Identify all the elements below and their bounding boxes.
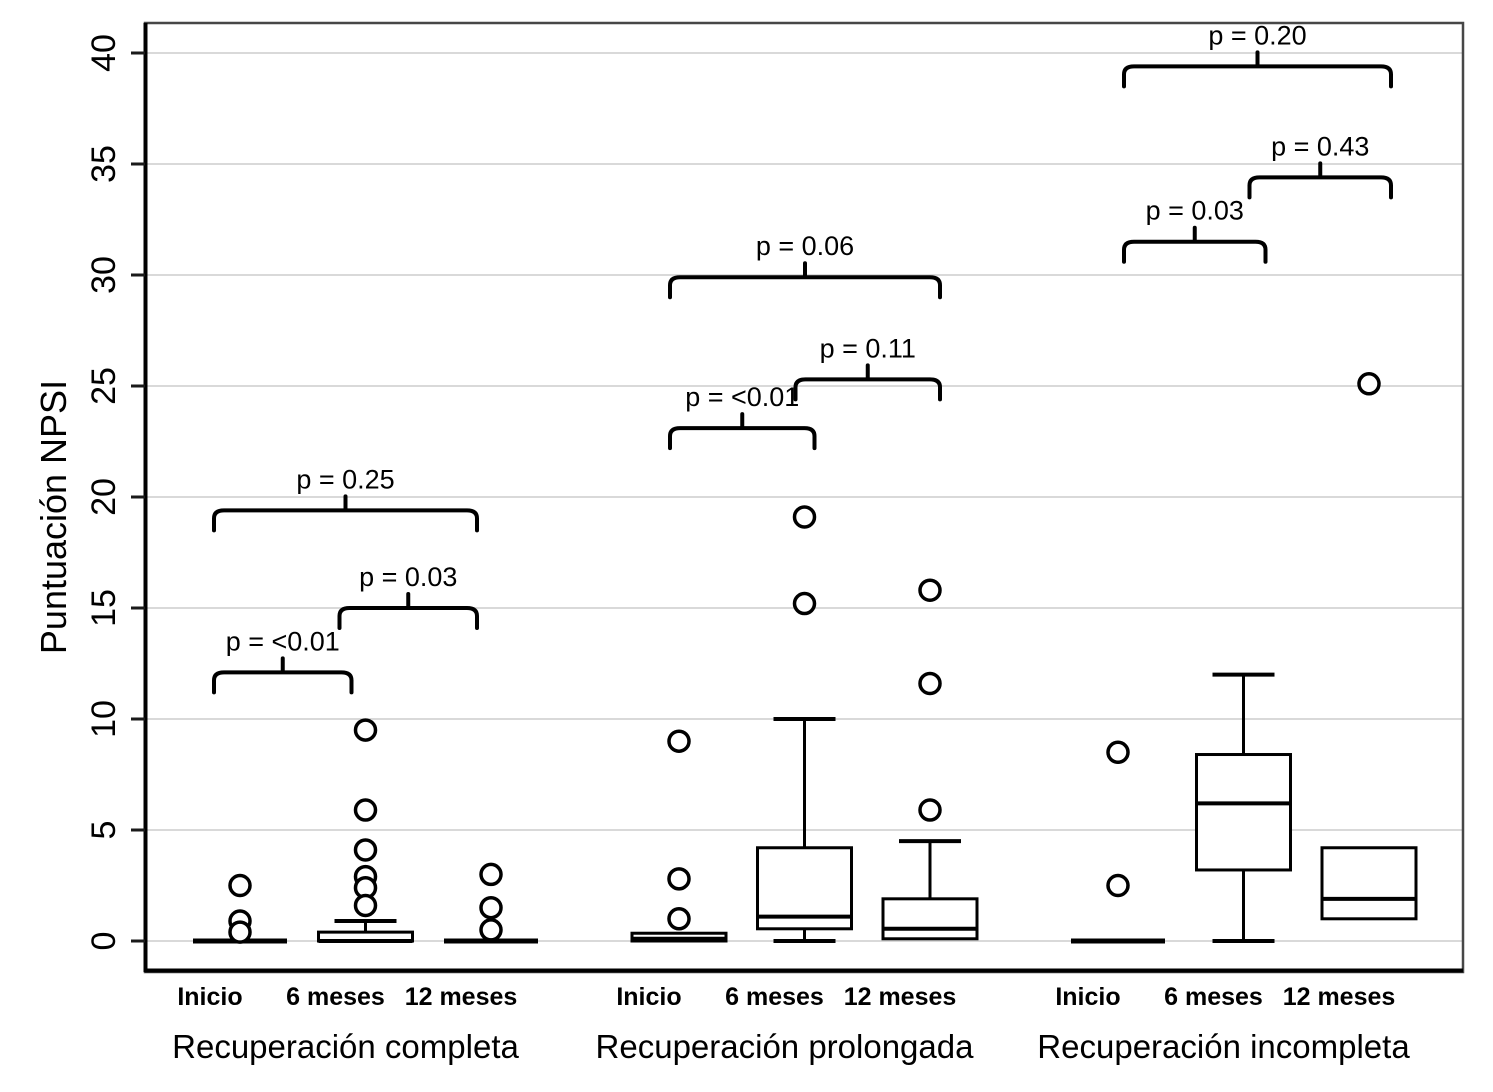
annotations-layer: p = <0.01 p = 0.03 p = 0.25 p = <0.01 p = 0.… (212, 20, 1393, 695)
p-value-label: p = 0.43 (1271, 131, 1369, 161)
outlier-point (1357, 372, 1381, 396)
y-tick-label: 35 (85, 145, 123, 183)
y-tick-label: 25 (85, 367, 123, 405)
outlier-point (667, 867, 691, 891)
y-tick-label: 0 (85, 932, 123, 951)
boxplot-3-3 (1320, 372, 1418, 921)
significance-bracket (1122, 225, 1268, 264)
outlier-point (479, 895, 503, 920)
boxplot-1-3 (444, 862, 538, 944)
significance-bracket (1247, 161, 1393, 200)
outlier-point (1106, 873, 1130, 898)
outlier-point (667, 907, 691, 931)
boxes-layer (193, 372, 1418, 944)
box (881, 897, 979, 941)
outlier-point (228, 873, 252, 898)
time-axis-label: 6 meses (725, 983, 824, 1011)
significance-bracket (337, 592, 479, 630)
y-tick-label: 40 (85, 34, 123, 72)
boxplot-2-3 (881, 578, 979, 941)
significance-bracket (1122, 50, 1393, 89)
y-tick-label: 20 (85, 478, 123, 516)
significance-bracket (793, 363, 942, 402)
p-value-label: p = <0.01 (685, 382, 799, 412)
y-tick-label: 5 (85, 821, 123, 840)
group-label: Recuperación prolongada (595, 1028, 974, 1065)
boxplot-2-1 (630, 729, 728, 943)
boxplot-3-1 (1071, 740, 1165, 944)
p-value-label: p = 0.20 (1208, 20, 1306, 50)
p-value-label: p = 0.06 (756, 231, 854, 261)
y-tick-label: 15 (85, 589, 123, 627)
time-axis-label: Inicio (616, 983, 682, 1011)
box (1320, 846, 1418, 921)
box (1195, 753, 1292, 872)
outlier-point (667, 729, 691, 753)
outlier-point (479, 862, 503, 887)
outlier-point (479, 918, 503, 942)
time-axis-label: Inicio (1055, 983, 1121, 1011)
outlier-point (1106, 740, 1130, 765)
time-axis-label: 12 meses (1282, 983, 1396, 1011)
outlier-point (353, 718, 378, 742)
time-axis-label: 12 meses (404, 983, 518, 1011)
significance-bracket (212, 494, 479, 533)
time-axis-label: Inicio (177, 983, 243, 1011)
p-value-label: p = <0.01 (226, 626, 340, 656)
boxplot-2-2 (756, 505, 853, 943)
y-tick-label: 30 (85, 256, 123, 294)
significance-bracket (668, 261, 942, 300)
outlier-point (918, 671, 942, 696)
p-value-label: p = 0.25 (296, 464, 394, 494)
time-axis-label: 12 meses (843, 983, 957, 1011)
outlier-point (918, 798, 942, 822)
boxplot-1-1 (193, 873, 287, 944)
boxplot-3-2 (1195, 672, 1292, 943)
group-label: Recuperación completa (172, 1028, 519, 1065)
y-axis-title: Puntuación NPSI (33, 379, 74, 655)
group-label: Recuperación incompleta (1037, 1028, 1410, 1065)
outlier-point (353, 838, 378, 862)
y-tick-label: 10 (85, 700, 123, 738)
outlier-point (228, 920, 252, 944)
axes-layer: 0 5 10 15 20 25 30 35 40 (85, 21, 1465, 974)
significance-bracket (212, 656, 354, 695)
p-value-label: p = 0.11 (820, 333, 916, 363)
outlier-point (353, 798, 378, 822)
outlier-point (353, 893, 378, 918)
p-value-label: p = 0.03 (1146, 196, 1244, 226)
outlier-point (918, 578, 942, 602)
time-axis-label: 6 meses (1164, 983, 1263, 1011)
time-axis-label: 6 meses (286, 983, 385, 1011)
p-value-label: p = 0.03 (359, 562, 457, 592)
significance-bracket (668, 412, 817, 451)
boxplot-1-2 (317, 718, 414, 943)
outlier-point (792, 505, 817, 529)
outlier-point (792, 591, 817, 616)
